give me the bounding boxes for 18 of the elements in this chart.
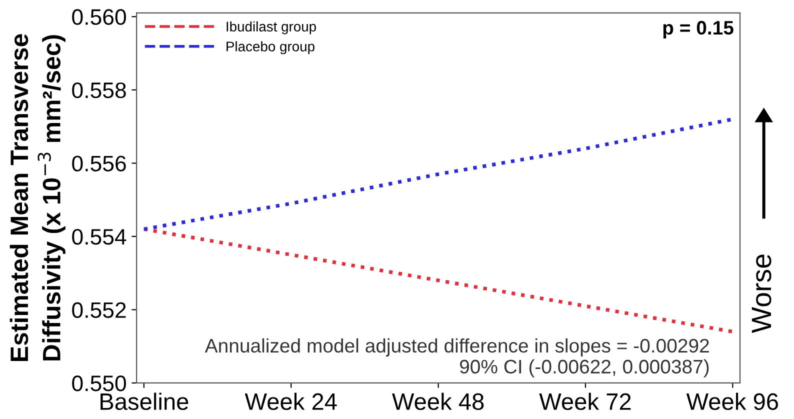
x-tick-label: Baseline — [100, 392, 188, 410]
legend-label: Placebo group — [226, 41, 314, 54]
x-tick-label: Week 24 — [244, 392, 337, 410]
y-tick-label: 0.554 — [72, 228, 126, 245]
y-tick-label: 0.556 — [72, 156, 126, 172]
legend-label: Ibudilast group — [226, 21, 316, 34]
y-tick-label: 0.560 — [72, 9, 126, 25]
line-series — [142, 227, 734, 334]
y-axis-title: Estimated Mean Transverse Diffusivity (x 10$^{−3}$ mm²/sec) — [10, 34, 66, 361]
annotation: Annualized model adjusted difference in slopes = -0.00292 90% CI (-0.00622, 0.000387) — [204, 338, 709, 378]
y-tick-label: 0.550 — [72, 376, 126, 392]
y-tick-label: 0.558 — [72, 82, 126, 98]
x-tick-label: Week 96 — [686, 392, 778, 410]
annotation: p = 0.15 — [663, 20, 734, 39]
x-tick-label: Week 48 — [392, 392, 484, 410]
y-tick-label: 0.552 — [72, 302, 126, 318]
x-tick-label: Week 72 — [539, 392, 631, 410]
text: Worse — [752, 254, 772, 334]
